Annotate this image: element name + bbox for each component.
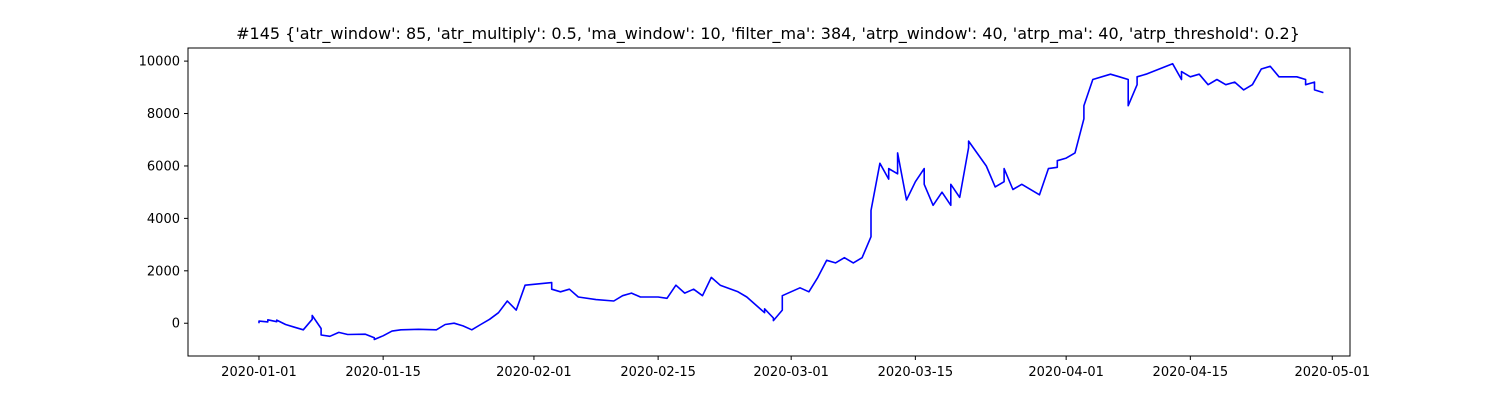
x-tick-label: 2020-04-15 bbox=[1153, 365, 1229, 380]
x-tick-label: 2020-01-15 bbox=[345, 365, 421, 380]
y-tick-label: 4000 bbox=[147, 212, 180, 227]
x-tick-label: 2020-03-01 bbox=[753, 365, 829, 380]
y-tick-label: 6000 bbox=[147, 159, 180, 174]
x-tick-label: 2020-04-01 bbox=[1028, 365, 1104, 380]
x-tick-label: 2020-05-01 bbox=[1294, 365, 1370, 380]
plot-frame bbox=[187, 47, 1351, 357]
chart-title: #145 {'atr_window': 85, 'atr_multiply': … bbox=[236, 24, 1300, 44]
y-tick-label: 2000 bbox=[147, 264, 180, 279]
y-tick-label: 8000 bbox=[147, 107, 180, 122]
series-line-0 bbox=[258, 62, 1324, 341]
x-tick-label: 2020-02-15 bbox=[620, 365, 696, 380]
y-axis: 0 2000 4000 6000 8000 10000 bbox=[139, 55, 188, 332]
y-tick-label: 0 bbox=[172, 317, 180, 332]
x-axis: 2020-01-01 2020-01-15 2020-02-01 2020-02-15… bbox=[221, 356, 1370, 380]
x-tick-label: 2020-02-01 bbox=[496, 365, 572, 380]
x-tick-label: 2020-01-01 bbox=[221, 365, 297, 380]
y-tick-label: 10000 bbox=[139, 55, 180, 70]
x-tick-label: 2020-03-15 bbox=[878, 365, 954, 380]
series-layer bbox=[258, 62, 1324, 341]
